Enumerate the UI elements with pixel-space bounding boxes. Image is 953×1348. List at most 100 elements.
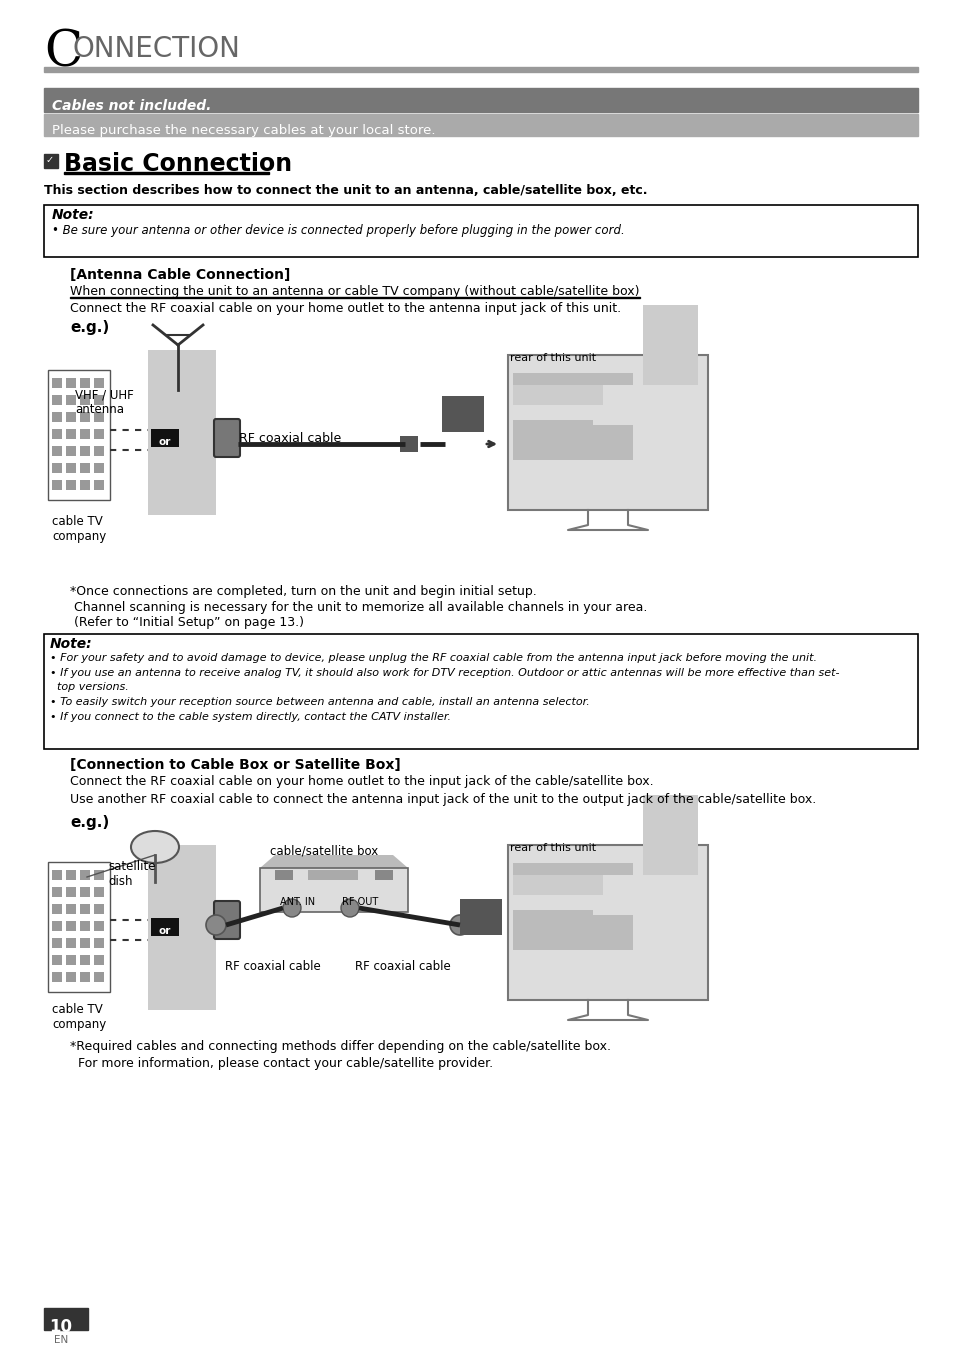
Bar — [66, 938, 76, 948]
Bar — [94, 869, 104, 880]
Bar — [94, 395, 104, 404]
Circle shape — [206, 915, 226, 936]
Text: Cables not included.: Cables not included. — [52, 98, 212, 113]
Text: top versions.: top versions. — [50, 682, 129, 692]
Bar — [52, 972, 62, 981]
Bar — [44, 205, 917, 257]
Text: ONNECTION: ONNECTION — [73, 35, 240, 63]
Bar — [66, 972, 76, 981]
Bar — [66, 869, 76, 880]
Bar — [94, 429, 104, 439]
Bar — [52, 480, 62, 491]
Bar — [64, 173, 269, 174]
Bar — [151, 429, 179, 448]
Text: cable TV
company: cable TV company — [52, 1003, 106, 1031]
Text: ANT. IN: ANT. IN — [280, 896, 314, 907]
Bar — [459, 899, 501, 936]
FancyBboxPatch shape — [213, 419, 240, 457]
Bar — [52, 905, 62, 914]
Bar — [80, 905, 90, 914]
Text: Channel scanning is necessary for the unit to memorize all available channels in: Channel scanning is necessary for the un… — [70, 601, 647, 613]
Bar — [66, 446, 76, 456]
Text: [Antenna Cable Connection]: [Antenna Cable Connection] — [70, 268, 290, 282]
Bar — [66, 887, 76, 896]
Text: RF coaxial cable: RF coaxial cable — [355, 960, 450, 973]
Bar — [80, 869, 90, 880]
Bar — [66, 954, 76, 965]
Bar — [80, 462, 90, 473]
Text: EN: EN — [54, 1335, 69, 1345]
Text: Please purchase the necessary cables at your local store.: Please purchase the necessary cables at … — [52, 124, 435, 137]
Bar — [94, 938, 104, 948]
Bar — [52, 938, 62, 948]
Bar — [151, 918, 179, 936]
Bar — [94, 972, 104, 981]
Bar — [513, 915, 633, 950]
Bar — [274, 869, 293, 880]
Bar — [80, 429, 90, 439]
Bar — [441, 396, 483, 431]
Text: Connect the RF coaxial cable on your home outlet to the input jack of the cable/: Connect the RF coaxial cable on your hom… — [70, 775, 653, 789]
Bar — [642, 795, 698, 875]
Text: rear of this unit: rear of this unit — [510, 353, 596, 363]
Bar — [260, 868, 408, 913]
Text: When connecting the unit to an antenna or cable TV company (without cable/satell: When connecting the unit to an antenna o… — [70, 284, 639, 298]
Text: or: or — [158, 926, 171, 936]
Bar — [513, 373, 633, 386]
Bar — [94, 905, 104, 914]
Text: • To easily switch your reception source between antenna and cable, install an a: • To easily switch your reception source… — [50, 697, 589, 706]
Bar — [52, 462, 62, 473]
Bar — [94, 887, 104, 896]
Bar — [94, 480, 104, 491]
Bar — [94, 446, 104, 456]
Text: Note:: Note: — [50, 638, 92, 651]
Bar — [375, 869, 393, 880]
Bar — [94, 921, 104, 931]
Bar — [80, 395, 90, 404]
Circle shape — [340, 899, 358, 917]
Text: cable/satellite box: cable/satellite box — [270, 844, 377, 857]
Text: This section describes how to connect the unit to an antenna, cable/satellite bo: This section describes how to connect th… — [44, 183, 647, 197]
Bar — [80, 921, 90, 931]
Bar — [66, 429, 76, 439]
Bar — [66, 395, 76, 404]
Bar — [308, 869, 357, 880]
Text: RF coaxial cable: RF coaxial cable — [238, 431, 341, 445]
Bar — [66, 905, 76, 914]
Bar — [52, 395, 62, 404]
Circle shape — [450, 915, 470, 936]
Bar — [44, 88, 917, 112]
Bar — [513, 863, 633, 875]
Bar — [52, 869, 62, 880]
Text: For more information, please contact your cable/satellite provider.: For more information, please contact you… — [70, 1057, 493, 1070]
Bar — [52, 377, 62, 388]
Bar — [66, 462, 76, 473]
Text: rear of this unit: rear of this unit — [510, 842, 596, 853]
Text: Note:: Note: — [52, 208, 94, 222]
Text: cable TV
company: cable TV company — [52, 515, 106, 543]
Bar — [44, 1308, 88, 1330]
Bar — [399, 435, 417, 452]
Text: (Refer to “Initial Setup” on page 13.): (Refer to “Initial Setup” on page 13.) — [70, 616, 304, 630]
Bar — [513, 421, 593, 435]
Bar — [52, 921, 62, 931]
Text: *Once connections are completed, turn on the unit and begin initial setup.: *Once connections are completed, turn on… — [70, 585, 537, 599]
Text: 10: 10 — [49, 1318, 71, 1336]
Text: e.g.): e.g.) — [70, 816, 110, 830]
Bar — [80, 938, 90, 948]
Text: RF OUT: RF OUT — [341, 896, 377, 907]
Bar — [52, 446, 62, 456]
Bar — [148, 845, 215, 1010]
Bar — [66, 921, 76, 931]
Text: RF coaxial cable: RF coaxial cable — [225, 960, 320, 973]
Bar — [52, 412, 62, 422]
Bar — [148, 350, 215, 515]
Bar — [80, 412, 90, 422]
Bar — [94, 954, 104, 965]
FancyBboxPatch shape — [213, 900, 240, 940]
Bar — [44, 154, 58, 168]
Bar — [507, 845, 707, 1000]
Bar — [94, 377, 104, 388]
Text: • If you connect to the cable system directly, contact the CATV installer.: • If you connect to the cable system dir… — [50, 712, 451, 723]
Polygon shape — [260, 855, 408, 868]
